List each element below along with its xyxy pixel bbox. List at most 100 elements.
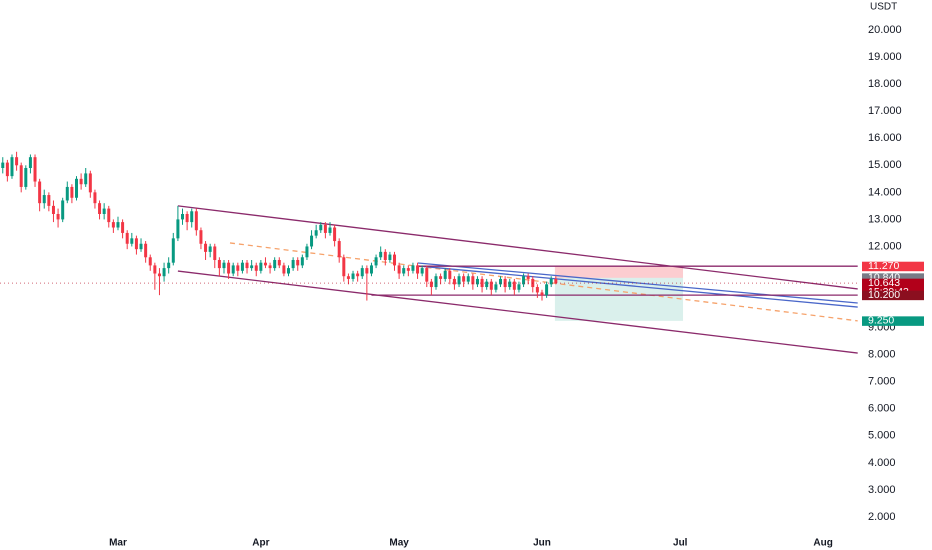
candle-body: [250, 265, 254, 269]
candle-body: [70, 186, 74, 198]
candle-body: [333, 227, 337, 242]
candle-body: [452, 278, 456, 285]
price-badge-label: 11.270: [868, 260, 899, 272]
candle-body: [194, 211, 198, 231]
candle-body: [227, 262, 231, 274]
candle-body: [503, 278, 507, 288]
trendline: [229, 242, 858, 322]
candle-body: [287, 268, 291, 274]
candle-body: [535, 287, 539, 293]
y-tick-label: 12.000: [868, 240, 902, 252]
candle-body: [181, 213, 185, 220]
candle-body: [171, 238, 175, 263]
candle-body: [277, 259, 281, 266]
candle-body: [185, 213, 189, 223]
price-badge: [862, 273, 924, 283]
candle-body: [240, 262, 244, 271]
candle-body: [263, 262, 267, 266]
candle-body: [93, 192, 97, 204]
candle-body: [268, 265, 272, 269]
trendline: [177, 270, 858, 354]
candle-body: [98, 203, 102, 214]
candle-body: [162, 268, 166, 277]
candle-body: [475, 278, 479, 285]
candle-body: [397, 265, 401, 274]
candle-body: [351, 273, 355, 279]
x-tick-label: Jun: [533, 538, 551, 549]
candle-body: [88, 173, 92, 193]
candle-body: [388, 254, 392, 260]
candle-body: [508, 281, 512, 288]
candle-body: [291, 259, 295, 269]
candle-body: [499, 278, 503, 285]
y-tick-label: 14.000: [868, 186, 902, 198]
candle-body: [379, 251, 383, 258]
candle-body: [222, 262, 226, 269]
candle-body: [199, 230, 203, 244]
candle-body: [337, 241, 341, 258]
candle-body: [471, 276, 475, 285]
candle-body: [365, 268, 369, 274]
candle-body: [416, 265, 420, 274]
candle-body: [245, 262, 249, 269]
candle-body: [369, 265, 373, 274]
candle-body: [190, 211, 194, 223]
y-tick-label: 6.000: [868, 403, 896, 415]
candle-body: [217, 259, 221, 269]
candle-body: [310, 235, 314, 247]
stop-zone: [554, 266, 684, 278]
candle-body: [102, 208, 106, 214]
trendline: [177, 205, 858, 290]
y-tick-label: 15.000: [868, 159, 902, 171]
candle-body: [144, 243, 148, 258]
candle-body: [342, 257, 346, 277]
candle-body: [125, 232, 129, 244]
candle-body: [148, 257, 152, 266]
price-badge: [862, 290, 924, 301]
candle-body: [323, 224, 327, 233]
candle-body: [494, 284, 498, 290]
x-tick-label: Mar: [109, 538, 127, 549]
candle-body: [153, 265, 157, 274]
x-tick-label: Apr: [252, 538, 269, 549]
candle-body: [429, 281, 433, 288]
candle-body: [208, 246, 212, 252]
candle-body: [545, 284, 549, 296]
candle-body: [111, 222, 115, 228]
candle-body: [1, 162, 5, 169]
candle-body: [300, 257, 304, 266]
candle-body: [231, 265, 235, 274]
trendline: [417, 265, 858, 308]
candle-body: [540, 292, 544, 296]
candle-body: [420, 268, 424, 274]
price-badge-label: 9.250: [868, 315, 894, 327]
candle-body: [383, 251, 387, 260]
candle-body: [448, 270, 452, 279]
candle-body: [204, 243, 208, 252]
candle-body: [134, 238, 138, 250]
candle-body: [305, 246, 309, 258]
candle-body: [554, 278, 558, 284]
candle-body: [443, 270, 447, 279]
candle-body: [439, 276, 443, 279]
y-tick-label: 5.000: [868, 430, 896, 442]
candle-body: [328, 227, 332, 233]
y-tick-label: 16.000: [868, 132, 902, 144]
candle-body: [517, 284, 521, 290]
candle-body: [406, 268, 410, 271]
price-badge-label: 10.200: [868, 289, 900, 301]
candle-body: [28, 157, 32, 169]
candle-body: [157, 273, 161, 277]
candle-body: [10, 157, 14, 177]
y-tick-label: 19.000: [868, 51, 902, 63]
candle-body: [259, 262, 263, 271]
candle-body: [42, 195, 46, 204]
candle-body: [434, 276, 438, 288]
candle-body: [79, 178, 83, 185]
candle-body: [130, 238, 134, 244]
candle-body: [356, 273, 360, 277]
candle-body: [75, 178, 79, 198]
candle-body: [273, 259, 277, 269]
